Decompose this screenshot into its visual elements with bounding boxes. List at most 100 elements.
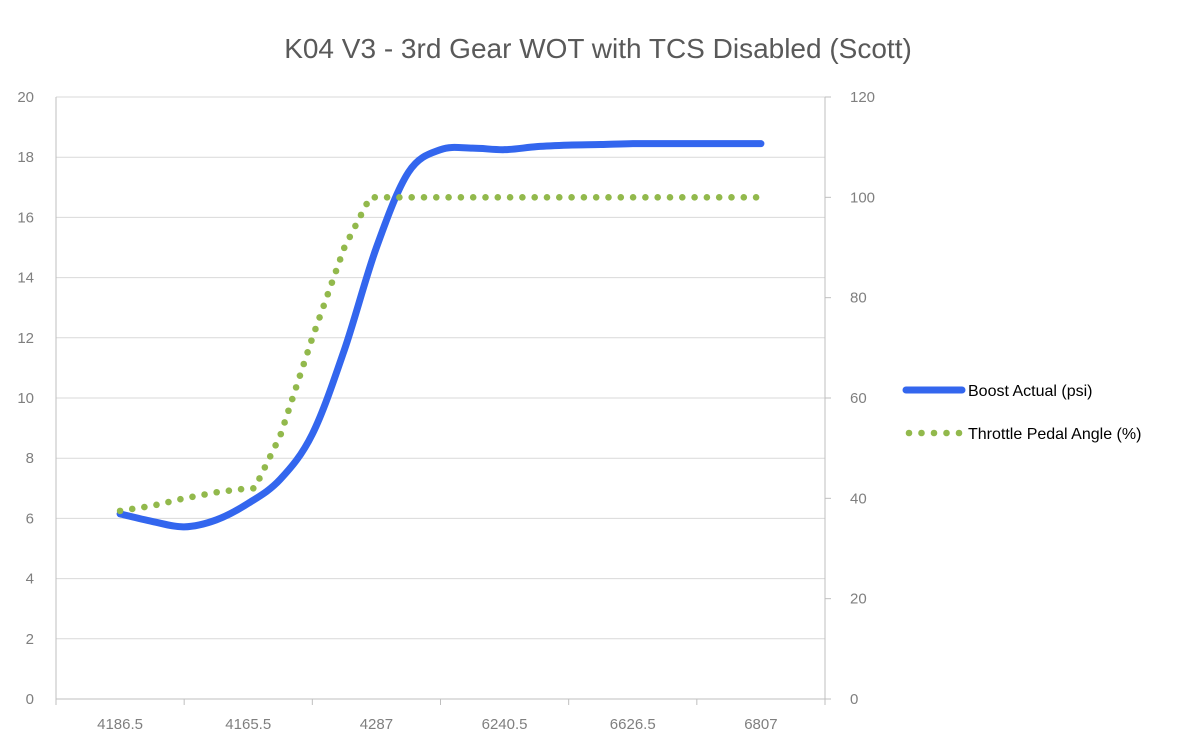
throttle-dot [292,384,300,391]
throttle-dot [396,194,403,201]
y-tick-label: 0 [26,691,34,708]
throttle-dot [605,194,612,201]
y2-tick-label: 80 [850,290,867,307]
legend-swatch-dot [930,429,938,437]
legend-swatch-dot [943,429,950,437]
y-tick-label: 8 [26,450,34,467]
throttle-dot [469,194,477,201]
throttle-dot [266,453,274,460]
throttle-dot [153,501,160,509]
throttle-dot [189,493,196,501]
legend: Boost Actual (psi) Throttle Pedal Angle (… [902,383,1141,443]
throttle-dot [300,360,308,368]
throttle-dot [312,325,319,333]
throttle-dot [629,194,637,201]
throttle-dot [165,498,172,506]
throttle-dot [654,194,661,201]
throttle-dot [408,194,415,201]
y-tick-label: 12 [17,330,34,347]
x-tick-label: 4287 [360,716,393,733]
throttle-dot [288,395,296,403]
throttle-dot [237,485,245,493]
throttle-dot [740,194,748,201]
throttle-dot [568,194,575,201]
throttle-dot [250,485,257,492]
throttle-dot [116,507,124,515]
throttle-dot [336,256,344,263]
x-tick-label: 4165.5 [225,716,271,733]
throttle-dot [371,194,379,201]
y-tick-label: 14 [17,270,34,287]
throttle-dot [177,495,184,503]
throttle-dot [357,211,365,219]
throttle-dot [617,194,625,201]
axes: 0 2 4 6 8 10 12 14 16 18 20 0 20 40 60 80 100 120 4186.5 41… [17,89,875,733]
throttle-dot [225,487,233,495]
throttle-dot [320,302,327,310]
throttle-dot [332,267,340,275]
throttle-dot [261,464,269,471]
throttle-dot [580,194,588,201]
throttle-dot [420,194,428,201]
throttle-dot [482,194,489,201]
throttle-dot [324,290,332,298]
throttle-dot [352,222,359,230]
chart-title: K04 V3 - 3rd Gear WOT with TCS Disabled … [284,33,912,64]
y2-tick-label: 0 [850,691,858,708]
legend-label: Throttle Pedal Angle (%) [968,426,1141,443]
throttle-dot [363,200,370,208]
y2-tick-label: 20 [850,591,867,608]
throttle-dot [281,419,288,426]
throttle-dot [328,279,336,286]
throttle-dot [519,194,526,201]
throttle-dot [728,194,735,201]
throttle-dot [494,194,502,201]
throttle-dot [383,194,391,201]
throttle-dot [277,430,285,438]
y2-tick-label: 120 [850,89,875,106]
throttle-dot [272,441,279,449]
throttle-dot [506,194,514,201]
series-boost-actual [116,140,765,531]
throttle-dot [340,244,348,252]
y2-tick-label: 60 [850,390,867,407]
throttle-dot [703,194,711,201]
x-tick-label: 4186.5 [97,716,143,733]
gridlines [56,96,825,640]
y-tick-label: 10 [17,390,34,407]
throttle-dot [128,505,136,513]
throttle-dot [555,194,563,201]
throttle-dot [296,372,304,379]
y-tick-label: 6 [26,510,34,527]
y-tick-label: 18 [17,149,34,166]
x-tick-label: 6626.5 [610,716,656,733]
y2-tick-label: 40 [850,490,867,507]
x-tick-label: 6240.5 [482,716,528,733]
throttle-dot [346,233,354,241]
throttle-dot [201,491,208,498]
throttle-dot [316,314,323,321]
throttle-dot [304,349,311,356]
throttle-dot [213,488,220,496]
legend-swatch-dot [955,429,963,437]
throttle-dot [678,194,686,201]
throttle-dot [457,194,465,201]
throttle-dot [141,503,148,511]
y2-tick-label: 100 [850,189,875,206]
legend-label: Boost Actual (psi) [968,383,1093,400]
throttle-dot [308,337,315,344]
throttle-dot [666,194,674,201]
throttle-dot [715,194,723,201]
y-tick-label: 16 [17,209,34,226]
throttle-dot [256,475,263,482]
legend-swatch-dot [918,429,925,437]
throttle-dot [531,194,538,201]
throttle-dot [642,194,649,201]
series-throttle-pedal-angle [116,194,760,515]
y-tick-label: 4 [26,571,34,588]
y-tick-label: 20 [17,89,34,106]
throttle-dot [285,407,292,415]
throttle-dot [691,194,698,201]
